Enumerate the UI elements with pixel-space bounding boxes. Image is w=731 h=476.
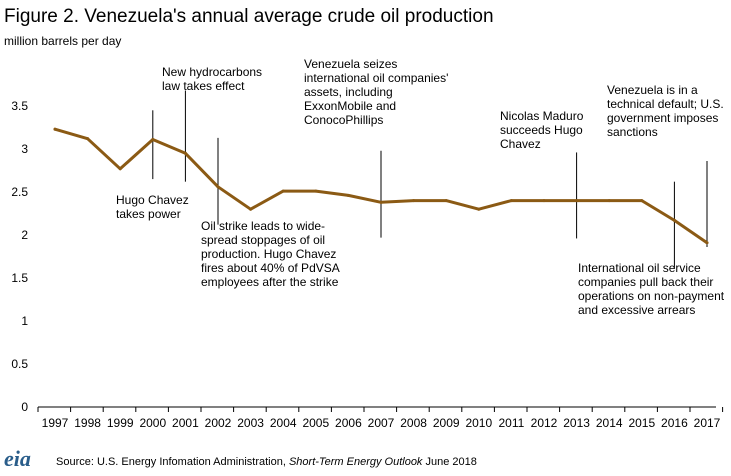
x-tick-label: 2017 bbox=[694, 416, 721, 430]
annotation-text-line: Chavez bbox=[500, 137, 541, 151]
annotation-text: Hugo Chavez takes power bbox=[116, 193, 189, 221]
data-point bbox=[672, 218, 676, 222]
annotation-text-line: spread stoppages of oil bbox=[201, 233, 325, 247]
data-point bbox=[444, 199, 448, 203]
annotation-text-line: takes power bbox=[116, 207, 181, 221]
annotation-text-line: companies pull back their bbox=[578, 275, 713, 289]
annotation-text: New hydrocarbons law takes effect bbox=[162, 65, 262, 93]
data-point bbox=[509, 199, 513, 203]
data-point bbox=[542, 199, 546, 203]
data-point bbox=[346, 193, 350, 197]
y-tick-label: 2.5 bbox=[11, 185, 28, 199]
x-tick-label: 1999 bbox=[107, 416, 134, 430]
x-tick-label: 2016 bbox=[661, 416, 688, 430]
annotation-text-line: ExxonMobile and bbox=[304, 99, 396, 113]
data-point bbox=[118, 167, 122, 171]
x-tick-label: 2009 bbox=[433, 416, 460, 430]
annotation-text-line: fires about 40% of PdVSA bbox=[201, 261, 340, 275]
annotation-text: International oil service companies pull … bbox=[578, 261, 725, 317]
data-point bbox=[216, 185, 220, 189]
y-tick-label: 3 bbox=[21, 142, 28, 156]
annotation-text-line: sanctions bbox=[607, 125, 658, 139]
y-tick-label: 3.5 bbox=[11, 99, 28, 113]
annotation-text-line: production. Hugo Chavez bbox=[201, 247, 336, 261]
annotation-text: Oil strike leads to wide-spread stoppage… bbox=[201, 219, 340, 289]
data-point bbox=[575, 199, 579, 203]
x-tick-label: 2013 bbox=[563, 416, 590, 430]
x-tick-label: 2001 bbox=[172, 416, 199, 430]
source-prefix: Source: U.S. Energy Infomation Administr… bbox=[56, 456, 289, 468]
annotation-text-line: Hugo Chavez bbox=[116, 193, 189, 207]
data-point bbox=[607, 199, 611, 203]
x-tick-label: 2003 bbox=[237, 416, 264, 430]
x-tick-label: 2008 bbox=[400, 416, 427, 430]
annotation-text-line: Venezuela is in a bbox=[607, 83, 698, 97]
source-suffix: June 2018 bbox=[422, 456, 477, 468]
x-tick-label: 2002 bbox=[205, 416, 232, 430]
data-point bbox=[314, 189, 318, 193]
annotation-text: Venezuela seizes international oil compan… bbox=[304, 57, 448, 127]
y-tick-label: 2 bbox=[21, 228, 28, 242]
annotation-text-line: government imposes bbox=[607, 111, 718, 125]
y-axis-unit-label: million barrels per day bbox=[4, 34, 122, 48]
data-point bbox=[151, 138, 155, 142]
data-point bbox=[249, 207, 253, 211]
source-note: Source: U.S. Energy Infomation Administr… bbox=[56, 456, 477, 468]
data-point bbox=[412, 199, 416, 203]
annotation-text-line: International oil service bbox=[578, 261, 701, 275]
x-tick-label: 2005 bbox=[302, 416, 329, 430]
annotation-text-line: New hydrocarbons bbox=[162, 65, 262, 79]
x-tick-label: 2004 bbox=[270, 416, 297, 430]
x-tick-label: 2007 bbox=[368, 416, 395, 430]
annotation-text-line: Oil strike leads to wide- bbox=[201, 219, 325, 233]
x-tick-label: 1997 bbox=[42, 416, 69, 430]
annotation-text-line: law takes effect bbox=[162, 79, 245, 93]
data-point bbox=[86, 137, 90, 141]
x-tick-label: 2015 bbox=[628, 416, 655, 430]
chart-title: Figure 2. Venezuela's annual average cru… bbox=[4, 6, 494, 27]
x-tick-label: 2010 bbox=[465, 416, 492, 430]
annotation-text-line: succeeds Hugo bbox=[500, 123, 583, 137]
x-tick-label: 2006 bbox=[335, 416, 362, 430]
y-tick-label: 0 bbox=[21, 400, 28, 414]
annotation-text-line: technical default; U.S. bbox=[607, 97, 724, 111]
y-tick-label: 1.5 bbox=[11, 271, 28, 285]
eia-logo: eia bbox=[4, 446, 31, 471]
y-tick-label: 1 bbox=[21, 314, 28, 328]
data-point bbox=[379, 200, 383, 204]
annotation-text-line: Nicolas Maduro bbox=[500, 109, 584, 123]
annotation-text-line: assets, including bbox=[304, 85, 393, 99]
annotation-text-line: Venezuela seizes bbox=[304, 57, 397, 71]
x-tick-label: 2012 bbox=[531, 416, 558, 430]
x-tick-label: 2014 bbox=[596, 416, 623, 430]
data-point bbox=[640, 199, 644, 203]
data-point bbox=[53, 127, 57, 131]
annotation-text-line: international oil companies' bbox=[304, 71, 448, 85]
annotation-text: Venezuela is in a technical default; U.S.… bbox=[607, 83, 724, 139]
y-tick-label: 0.5 bbox=[11, 357, 28, 371]
x-tick-label: 2011 bbox=[498, 416, 524, 430]
annotation-text-line: and excessive arrears bbox=[578, 303, 695, 317]
annotation-text: Nicolas Maduro succeeds Hugo Chavez bbox=[500, 109, 584, 151]
annotation-text-line: operations on non-payment bbox=[578, 289, 725, 303]
annotation-text-line: ConocoPhillips bbox=[304, 113, 383, 127]
data-point bbox=[705, 241, 709, 245]
annotation-text-line: employees after the strike bbox=[201, 275, 339, 289]
x-tick-label: 1998 bbox=[74, 416, 101, 430]
data-point bbox=[281, 189, 285, 193]
data-point bbox=[477, 207, 481, 211]
data-point bbox=[183, 151, 187, 155]
source-title: Short-Term Energy Outlook bbox=[288, 456, 423, 468]
x-tick-label: 2000 bbox=[139, 416, 166, 430]
